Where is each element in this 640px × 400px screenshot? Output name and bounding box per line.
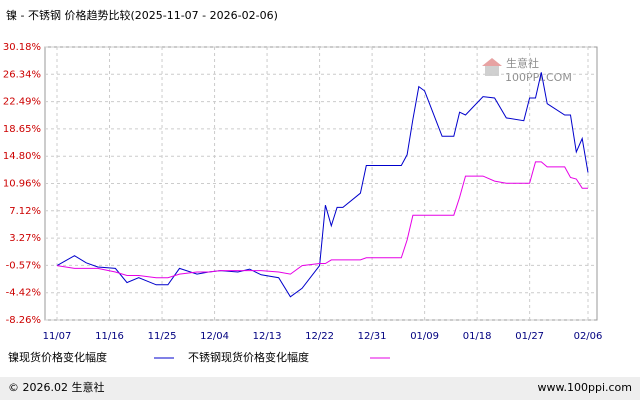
footer-left: © 2026.02 生意社 xyxy=(8,380,104,394)
y-tick-label: 26.34% xyxy=(3,69,41,80)
x-tick-label: 12/04 xyxy=(200,331,229,342)
series-line xyxy=(56,72,589,298)
x-tick-label: 11/25 xyxy=(148,331,177,342)
series-line xyxy=(56,161,588,279)
x-tick-label: 01/18 xyxy=(463,331,492,342)
footer-bar xyxy=(0,377,640,400)
y-tick-label: 22.49% xyxy=(3,97,41,108)
y-tick-label: 14.80% xyxy=(3,151,41,162)
watermark-name: 生意社 xyxy=(506,56,539,70)
x-tick-label: 11/07 xyxy=(43,331,72,342)
y-tick-label: -4.42% xyxy=(6,288,41,299)
y-tick-label: 10.96% xyxy=(3,179,41,190)
y-tick-label: 18.65% xyxy=(3,124,41,135)
footer-right: www.100ppi.com xyxy=(538,381,632,394)
x-tick-label: 01/09 xyxy=(410,331,439,342)
x-tick-label: 01/27 xyxy=(515,331,544,342)
y-tick-label: -0.57% xyxy=(6,260,41,271)
x-tick-label: 12/22 xyxy=(305,331,334,342)
x-tick-label: 02/06 xyxy=(574,331,603,342)
legend-label: 不锈钢现货价格变化幅度 xyxy=(188,350,309,364)
chart-title: 镍 - 不锈钢 价格趋势比较(2025-11-07 - 2026-02-06) xyxy=(6,8,278,22)
x-tick-label: 11/16 xyxy=(95,331,124,342)
y-tick-label: 30.18% xyxy=(3,42,41,53)
legend-label: 镍现货价格变化幅度 xyxy=(8,350,107,364)
y-tick-label: 7.12% xyxy=(9,206,41,217)
y-tick-label: 3.27% xyxy=(9,233,41,244)
x-tick-label: 12/13 xyxy=(253,331,282,342)
x-tick-label: 12/31 xyxy=(358,331,387,342)
watermark-icon xyxy=(482,58,502,66)
watermark-icon xyxy=(485,66,499,76)
watermark-site: 100PPI.COM xyxy=(505,71,572,84)
y-tick-label: -8.26% xyxy=(6,315,41,326)
